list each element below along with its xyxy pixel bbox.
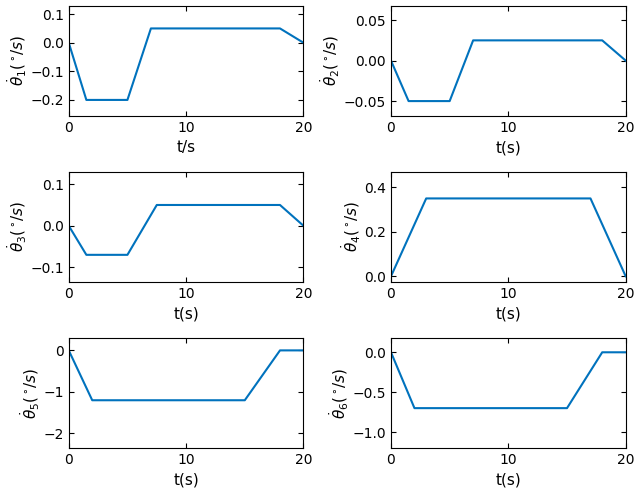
X-axis label: t(s): t(s) xyxy=(173,472,199,488)
Y-axis label: $\dot{\theta}_5(^\circ\!/s)$: $\dot{\theta}_5(^\circ\!/s)$ xyxy=(19,367,42,419)
X-axis label: t(s): t(s) xyxy=(495,140,521,155)
Y-axis label: $\dot{\theta}_4(^\circ\!/s)$: $\dot{\theta}_4(^\circ\!/s)$ xyxy=(340,201,363,252)
X-axis label: t(s): t(s) xyxy=(495,472,521,488)
X-axis label: t(s): t(s) xyxy=(495,306,521,321)
Y-axis label: $\dot{\theta}_1(^\circ\!/s)$: $\dot{\theta}_1(^\circ\!/s)$ xyxy=(6,35,29,86)
Y-axis label: $\dot{\theta}_3(^\circ\!/s)$: $\dot{\theta}_3(^\circ\!/s)$ xyxy=(6,201,29,252)
Y-axis label: $\dot{\theta}_2(^\circ\!/s)$: $\dot{\theta}_2(^\circ\!/s)$ xyxy=(319,35,342,86)
X-axis label: t/s: t/s xyxy=(177,140,196,155)
Y-axis label: $\dot{\theta}_6(^\circ\!/s)$: $\dot{\theta}_6(^\circ\!/s)$ xyxy=(328,367,351,419)
X-axis label: t(s): t(s) xyxy=(173,306,199,321)
